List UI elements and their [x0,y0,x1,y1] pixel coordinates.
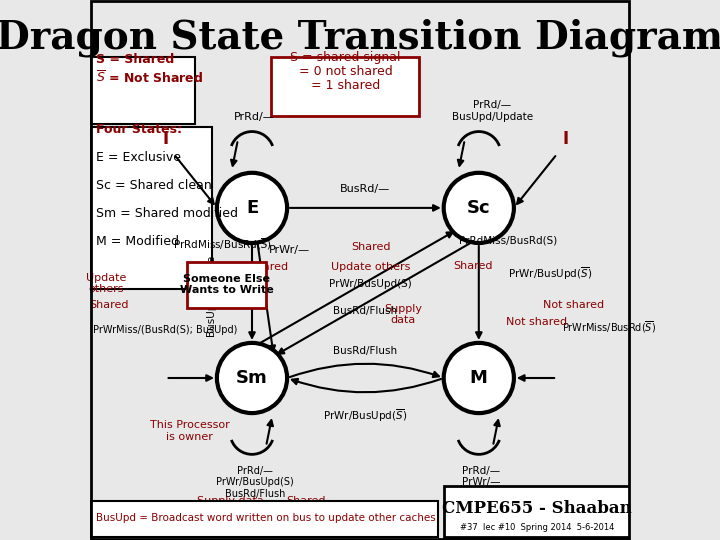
Text: BusRd/Flush: BusRd/Flush [333,306,397,316]
Text: PrRd/—
PrWr/BusUpd(S)
BusRd/Flush: PrRd/— PrWr/BusUpd(S) BusRd/Flush [216,465,294,499]
Circle shape [444,343,514,413]
Text: Sc = Shared clean: Sc = Shared clean [96,179,212,192]
Text: Not shared: Not shared [505,317,567,327]
Text: M: M [470,369,487,387]
Circle shape [444,173,514,243]
Text: Four States:: Four States: [96,123,182,136]
Text: $\overline{S}$ = Not Shared: $\overline{S}$ = Not Shared [96,70,204,86]
Text: PrWr/BusUpd($\overline{S}$): PrWr/BusUpd($\overline{S}$) [508,266,593,282]
FancyBboxPatch shape [187,262,266,308]
Text: PrWr/—: PrWr/— [269,245,310,255]
Text: M = Modified: M = Modified [96,235,179,248]
FancyBboxPatch shape [90,57,195,124]
Text: E: E [246,199,258,217]
Text: I: I [162,131,168,149]
Text: Not shared: Not shared [227,262,288,272]
Text: = 1 shared: = 1 shared [311,79,380,92]
Text: PrRd/—: PrRd/— [234,112,275,122]
FancyBboxPatch shape [90,127,212,289]
Text: #37  lec #10  Spring 2014  5-6-2014: #37 lec #10 Spring 2014 5-6-2014 [460,523,614,532]
Text: Supply data: Supply data [197,496,264,506]
Text: This Processor
is owner: This Processor is owner [150,420,230,442]
Text: Shared: Shared [89,300,129,310]
Text: BusRd/—: BusRd/— [341,184,390,194]
FancyBboxPatch shape [90,501,438,537]
Text: Not shared: Not shared [543,300,604,310]
Text: Dragon State Transition Diagram: Dragon State Transition Diagram [0,19,720,57]
Text: BusUpd/Update: BusUpd/Update [207,255,217,336]
Circle shape [217,343,287,413]
Text: Sc: Sc [467,199,490,217]
Text: Someone Else
Wants to Write: Someone Else Wants to Write [180,274,274,295]
Text: PrWrMiss/(BusRd(S); BusUpd): PrWrMiss/(BusRd(S); BusUpd) [93,325,237,335]
Text: Supply
data: Supply data [384,303,422,325]
Text: PrWr/BusUpd(S): PrWr/BusUpd(S) [330,279,412,288]
Circle shape [217,173,287,243]
Text: Update
others: Update others [86,273,127,294]
Text: BusRd/Flush: BusRd/Flush [333,346,397,356]
Text: Sm = Shared modified: Sm = Shared modified [96,207,238,220]
Text: E = Exclusive: E = Exclusive [96,151,181,164]
Text: Update others: Update others [331,262,410,272]
Text: Shared: Shared [287,496,325,506]
Text: I: I [562,131,569,149]
Text: S = Shared: S = Shared [96,53,175,66]
Text: PrWr/BusUpd($\overline{S}$): PrWr/BusUpd($\overline{S}$) [323,408,408,424]
FancyBboxPatch shape [444,486,630,537]
Text: S = shared signal: S = shared signal [290,51,400,64]
FancyBboxPatch shape [271,57,419,116]
Text: BusUpd = Broadcast word written on bus to update other caches: BusUpd = Broadcast word written on bus t… [96,514,436,523]
Text: Shared: Shared [454,261,493,271]
Text: Shared: Shared [351,242,390,252]
Text: CMPE655 - Shaaban: CMPE655 - Shaaban [442,500,632,517]
Text: = 0 not shared: = 0 not shared [299,65,392,78]
Text: PrRdMiss/BusRd($\overline{S}$): PrRdMiss/BusRd($\overline{S}$) [173,236,272,252]
Text: PrRd/—
PrWr/—: PrRd/— PrWr/— [462,465,500,488]
Text: PrWrMiss/BusRd($\overline{S}$): PrWrMiss/BusRd($\overline{S}$) [562,319,657,335]
Text: PrRdMiss/BusRd(S): PrRdMiss/BusRd(S) [459,236,557,246]
Text: PrRd/—
BusUpd/Update: PrRd/— BusUpd/Update [451,100,533,122]
Text: Sm: Sm [236,369,268,387]
